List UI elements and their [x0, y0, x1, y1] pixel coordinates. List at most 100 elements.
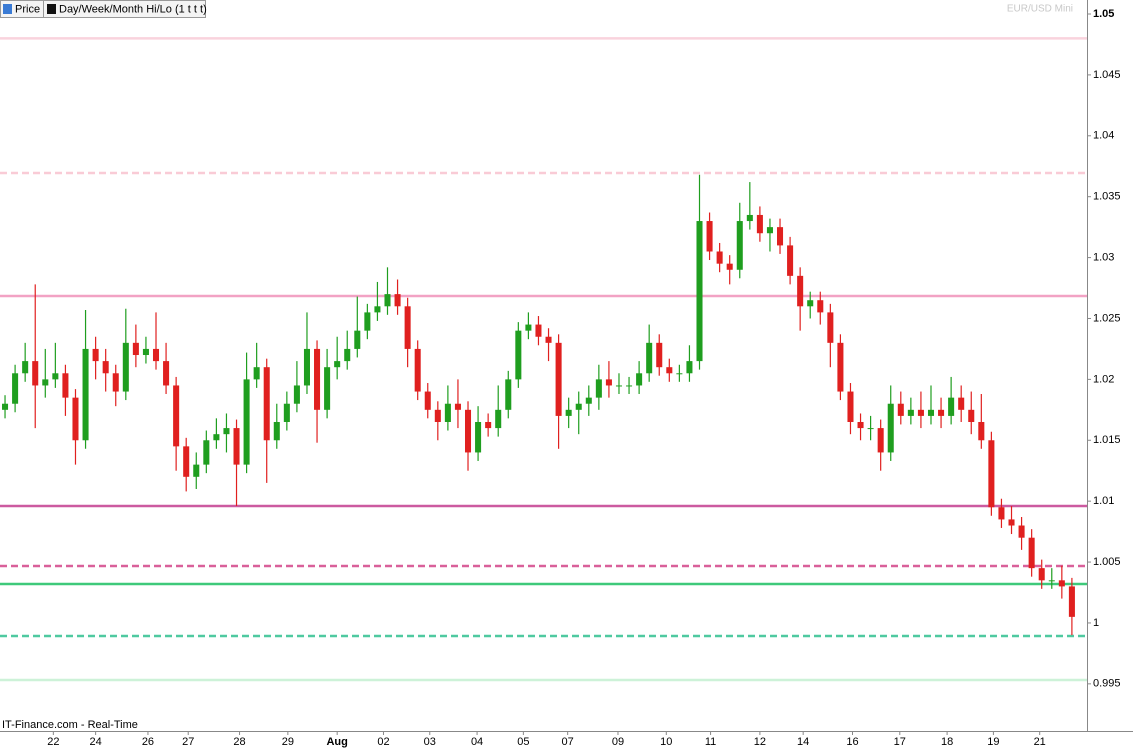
candle-body	[515, 330, 522, 380]
y-tick-label: 1.015	[1093, 434, 1121, 446]
candle-body	[183, 446, 190, 477]
candle-body	[605, 379, 612, 386]
candle-body	[535, 324, 542, 337]
candle-body	[1018, 525, 1025, 538]
candle-body	[454, 403, 461, 410]
candle-body	[142, 348, 149, 356]
candle-body	[394, 294, 401, 307]
candle-body	[907, 409, 914, 416]
candle-body	[726, 263, 733, 270]
candle-body	[666, 367, 673, 374]
y-tick-label: 1.045	[1093, 69, 1121, 81]
candle-body	[575, 403, 582, 410]
legend-icon	[47, 4, 56, 14]
candle-body	[505, 379, 512, 410]
candle-body	[475, 421, 482, 453]
x-tick-label: 18	[941, 736, 953, 748]
candle-body	[314, 348, 321, 410]
candle-body	[857, 421, 864, 429]
candle-body	[777, 227, 784, 246]
candle-body	[152, 348, 160, 362]
candle-body	[122, 342, 129, 392]
candle-body	[293, 385, 300, 404]
candle-body	[948, 397, 955, 416]
legend: Price Day/Week/Month Hi/Lo (1 t t t)	[0, 0, 207, 18]
legend-label: Day/Week/Month Hi/Lo (1 t t t)	[59, 3, 207, 15]
candle-body	[797, 275, 804, 307]
candle-body	[303, 348, 310, 386]
legend-icon	[3, 4, 12, 14]
candle-body	[72, 397, 79, 441]
x-tick-label: 12	[754, 736, 766, 748]
candle-body	[193, 464, 200, 477]
candle-body	[112, 373, 119, 392]
candle-body	[847, 391, 854, 422]
candle-body	[827, 312, 834, 343]
y-tick-label: 1.05	[1093, 8, 1114, 20]
watermark: EUR/USD Mini	[1007, 4, 1073, 15]
candle-body	[867, 428, 874, 430]
candle-body	[1068, 586, 1075, 617]
candle-body	[434, 409, 441, 422]
candle-body	[263, 367, 270, 441]
candle-body	[877, 428, 884, 453]
candle-body	[384, 294, 391, 307]
candle-body	[32, 361, 39, 386]
x-tick-label: 19	[987, 736, 999, 748]
candle-body	[938, 409, 945, 416]
candle-body	[243, 379, 250, 465]
y-tick-label: 1.025	[1093, 312, 1121, 324]
candle-body	[132, 342, 139, 356]
candle-body	[334, 361, 341, 368]
y-tick-label: 1.04	[1093, 130, 1114, 142]
candle-body	[585, 397, 592, 404]
x-tick-label: 09	[612, 736, 624, 748]
candle-body	[736, 221, 743, 270]
candle-body	[62, 373, 69, 398]
x-tick-label: 27	[182, 736, 194, 748]
candle-body	[2, 403, 9, 410]
y-tick-label: 1.035	[1093, 191, 1121, 203]
x-tick-label: 28	[233, 736, 245, 748]
levels	[0, 37, 1087, 682]
candle-body	[998, 507, 1005, 520]
candle-body	[555, 342, 562, 416]
candle-body	[102, 361, 109, 374]
y-tick-label: 0.995	[1093, 678, 1121, 690]
candle-body	[12, 373, 19, 404]
y-tick-label: 1.01	[1093, 495, 1114, 507]
candle-body	[163, 361, 170, 386]
candle-body	[807, 300, 814, 307]
candle-body	[636, 373, 643, 386]
candle-body	[444, 403, 451, 422]
candle-body	[545, 336, 552, 343]
candle-body	[223, 428, 230, 435]
candle-body	[706, 221, 713, 252]
x-tick-label: 16	[846, 736, 858, 748]
candle-body	[344, 348, 351, 362]
candle-body	[324, 367, 331, 410]
candle-body	[766, 227, 773, 234]
candle-body	[716, 251, 723, 264]
candle-body	[464, 409, 472, 453]
candle-body	[746, 214, 753, 222]
candle-body	[485, 421, 492, 429]
y-tick-label: 1.005	[1093, 556, 1121, 568]
candle-body	[203, 440, 210, 465]
candle-body	[837, 342, 844, 392]
candle-body	[897, 403, 904, 416]
candle-body	[978, 421, 985, 441]
candle-body	[595, 379, 602, 398]
candle-body	[958, 397, 965, 410]
candle-body	[253, 367, 260, 380]
candle-body	[887, 403, 894, 453]
candle-body	[787, 245, 794, 276]
candles	[2, 174, 1075, 636]
footer: IT-Finance.com - Real-Time	[2, 719, 138, 731]
candle-body	[1028, 537, 1035, 569]
x-tick-label: 26	[142, 736, 154, 748]
candle-body	[414, 348, 421, 392]
